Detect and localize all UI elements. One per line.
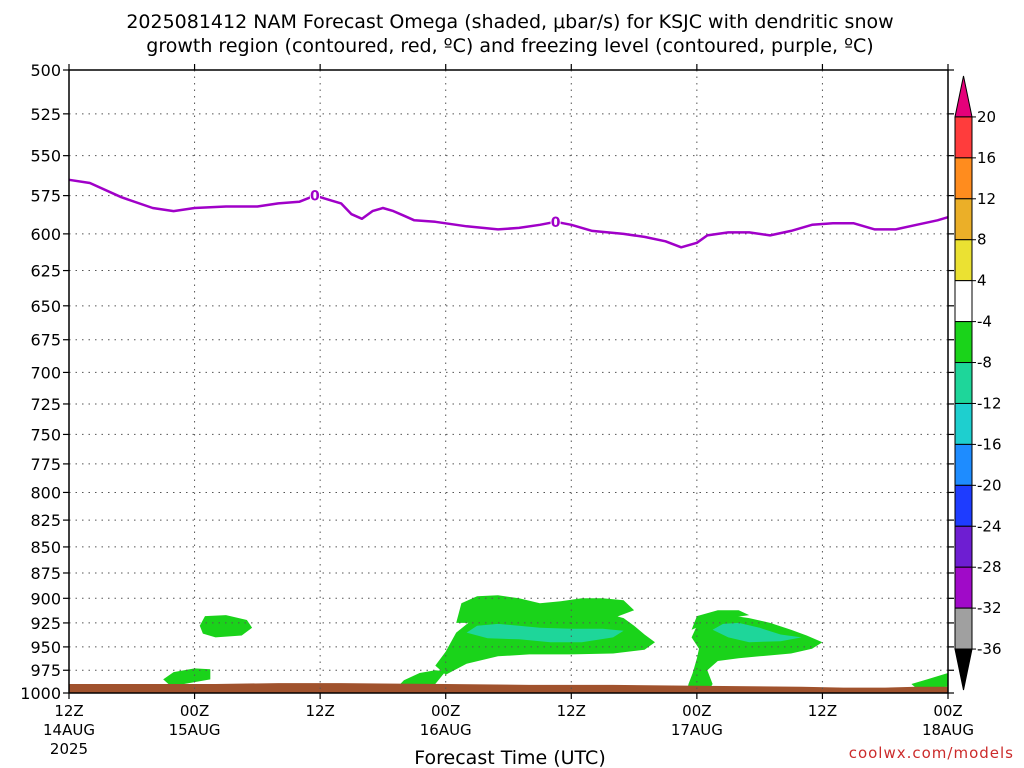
omega-region-m8 xyxy=(712,622,802,643)
y-tick-label: 900 xyxy=(30,589,61,608)
credit-text: coolwx.com/models xyxy=(849,744,1014,762)
y-tick-label: 625 xyxy=(30,262,61,281)
freezing-level-line xyxy=(68,178,949,249)
colorbar-segment xyxy=(954,607,973,650)
y-tick-label: 775 xyxy=(30,455,61,474)
x-tick-label-date: 16AUG xyxy=(420,721,472,739)
freezing-level-contour: 00 xyxy=(68,178,949,249)
plot-frame xyxy=(68,69,949,694)
colorbar-label: 16 xyxy=(977,149,996,167)
omega-shading xyxy=(69,595,948,693)
colorbar-label: -32 xyxy=(977,599,1002,617)
y-tick-label: 500 xyxy=(30,61,61,80)
y-tick-label: 550 xyxy=(30,147,61,166)
omega-region-m4 xyxy=(199,615,253,638)
colorbar-label: -36 xyxy=(977,640,1002,658)
x-tick-label-time: 00Z xyxy=(180,702,209,720)
omega-region-m4 xyxy=(456,595,635,623)
omega-region-m4 xyxy=(691,610,750,630)
y-tick-label: 725 xyxy=(30,395,61,414)
colorbar-label: 12 xyxy=(977,190,996,208)
colorbar-segment xyxy=(954,157,973,200)
y-tick-label: 750 xyxy=(30,425,61,444)
x-tick-label-date: 17AUG xyxy=(671,721,723,739)
colorbar-label: -16 xyxy=(977,435,1002,453)
y-tick-label: 800 xyxy=(30,483,61,502)
chart-title-line2: growth region (contoured, red, ºC) and f… xyxy=(146,35,873,57)
y-tick-label: 850 xyxy=(30,538,61,557)
colorbar-label: -24 xyxy=(977,517,1002,535)
colorbar-segment xyxy=(954,443,973,486)
contour-label: 0 xyxy=(310,189,320,205)
colorbar-segment xyxy=(954,239,973,282)
x-tick-label-year: 2025 xyxy=(50,740,88,758)
x-tick-label-time: 00Z xyxy=(933,702,962,720)
y-axis: 500 525 550 575 600 625 650 675 700 725 750 775 800 8… xyxy=(20,61,954,703)
y-tick-label: 825 xyxy=(30,511,61,530)
colorbar-label: -12 xyxy=(977,394,1002,412)
y-tick-label: 600 xyxy=(30,225,61,244)
colorbar-arrow-bottom xyxy=(954,648,973,691)
x-tick-label-date: 15AUG xyxy=(169,721,221,739)
x-tick-label-time: 00Z xyxy=(431,702,460,720)
y-tick-label: 650 xyxy=(30,297,61,316)
x-tick-label-time: 12Z xyxy=(557,702,586,720)
colorbar-segment xyxy=(954,321,973,364)
y-tick-label: 675 xyxy=(30,331,61,350)
omega-region-m4 xyxy=(911,673,948,689)
x-tick-label-time: 12Z xyxy=(305,702,334,720)
contour-label-bg xyxy=(309,186,320,203)
contour-label: 0 xyxy=(551,215,561,231)
colorbar-segment xyxy=(954,525,973,568)
colorbar-label: -8 xyxy=(977,354,992,372)
colorbar-segment xyxy=(954,566,973,609)
x-tick-label-date: 14AUG xyxy=(43,721,95,739)
y-tick-label: 875 xyxy=(30,564,61,583)
omega-region-m8 xyxy=(466,623,624,643)
colorbar-label: 4 xyxy=(977,272,987,290)
colorbar-label: -20 xyxy=(977,476,1002,494)
x-axis-label: Forecast Time (UTC) xyxy=(414,747,605,768)
chart-title-line1: 2025081412 NAM Forecast Omega (shaded, μ… xyxy=(126,11,893,33)
colorbar-segment xyxy=(954,402,973,445)
x-tick-label-time: 12Z xyxy=(54,702,83,720)
colorbar-label: -4 xyxy=(977,313,992,331)
y-tick-label: 925 xyxy=(30,614,61,633)
colorbar-segment xyxy=(954,280,973,323)
colorbar-segment xyxy=(954,116,973,159)
y-tick-label: 950 xyxy=(30,638,61,657)
omega-region-m4 xyxy=(163,668,211,684)
y-tick-label: 1000 xyxy=(20,684,61,703)
colorbar-label: -28 xyxy=(977,558,1002,576)
contour-label-bg xyxy=(550,212,561,229)
y-tick-label: 975 xyxy=(30,661,61,680)
x-tick-label-time: 00Z xyxy=(682,702,711,720)
colorbar-segment xyxy=(954,484,973,527)
x-tick-label-time: 12Z xyxy=(808,702,837,720)
colorbar-label: 20 xyxy=(977,108,996,126)
y-tick-label: 525 xyxy=(30,105,61,124)
y-tick-label: 700 xyxy=(30,363,61,382)
colorbar: 20 16 12 8 4 -4 -8 -12 -16 -20 -24 -28 -32 -36 xyxy=(954,75,1002,691)
colorbar-segment xyxy=(954,362,973,404)
colorbar-segment xyxy=(954,198,973,241)
colorbar-arrow-top xyxy=(954,75,973,118)
y-tick-label: 575 xyxy=(30,187,61,206)
terrain-fill xyxy=(69,683,948,693)
omega-region-m4 xyxy=(686,615,823,693)
colorbar-label: 8 xyxy=(977,231,987,249)
x-tick-label-date: 18AUG xyxy=(922,721,974,739)
